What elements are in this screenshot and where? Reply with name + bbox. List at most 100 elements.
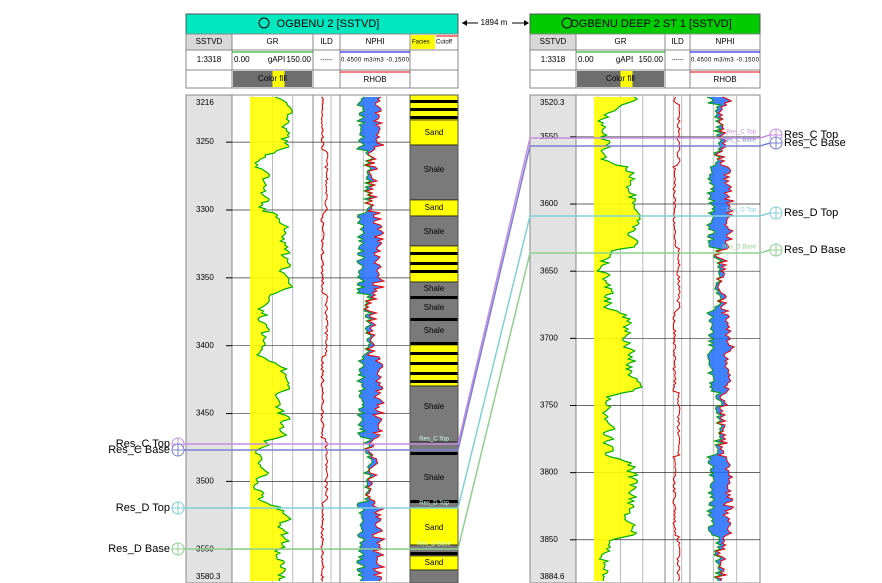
header-depth: SSTVD [540, 37, 567, 46]
header-cutoff: Cutoff [436, 40, 452, 46]
facies-key [411, 35, 435, 49]
marker-facies-label: Res_D Base [417, 542, 451, 548]
marker-cross [770, 207, 782, 219]
marker-track-label: Res_D Base [722, 245, 756, 251]
distance-label: 1894 m [481, 18, 508, 27]
facies-label: Shale [424, 227, 445, 236]
facies-label: Sand [425, 128, 444, 137]
marker-track-label: Res_C Base [722, 138, 756, 144]
facies-stripe [410, 252, 458, 255]
facies-stripe [410, 380, 458, 383]
facies-stripe [410, 296, 458, 299]
header-scale: 1:3318 [541, 55, 566, 64]
facies-frame [409, 94, 459, 583]
facies-label: Sand [425, 558, 444, 567]
marker-cross [172, 444, 184, 456]
nphi-curve [355, 96, 374, 582]
marker-facies-label: Res_D Top [419, 501, 449, 507]
facies-label: Shale [424, 402, 445, 411]
fill-key-yellow [620, 71, 633, 87]
header-cell [664, 69, 691, 89]
header-nphi: NPHI [715, 37, 734, 46]
facies-stripe [410, 500, 458, 503]
correlation-line [172, 249, 771, 550]
marker-label-left: Res_C Top [116, 438, 170, 450]
marker-cross [770, 137, 782, 149]
depth-label: 3550 [540, 132, 558, 141]
marker-cross [770, 244, 782, 256]
marker-label-right: Res_D Top [784, 207, 838, 219]
depth-label: 3300 [196, 205, 214, 214]
arrow-head [462, 20, 467, 26]
depth-label: 3250 [196, 137, 214, 146]
ild-track [664, 94, 691, 583]
facies-block [409, 281, 459, 346]
depth-label: 3600 [540, 199, 558, 208]
well-title: OGBENU DEEP 2 ST 1 [SSTVD] [570, 18, 732, 30]
facies-label: Shale [424, 473, 445, 482]
facies-stripe [410, 452, 458, 455]
header-gr-unit: gAPI [268, 55, 285, 64]
marker-cross [172, 543, 184, 555]
facies-block [409, 344, 459, 387]
header-cell [529, 69, 577, 89]
header-gr: GR [615, 37, 627, 46]
header-gr-unit: gAPI [616, 55, 633, 64]
well-symbol [258, 17, 270, 29]
header-gr-min: 0.00 [234, 55, 250, 64]
marker-label-left: Res_D Base [108, 543, 170, 555]
depth-top-label: 3520.3 [540, 98, 565, 107]
facies-label: Sand [425, 203, 444, 212]
header-ild-scale: ------ [672, 58, 684, 64]
depth-label: 3700 [540, 333, 558, 342]
header-ild-scale: ------ [321, 58, 333, 64]
facies-stripe [410, 552, 458, 555]
depth-label: 3500 [196, 476, 214, 485]
marker-label-right: Res_C Top [784, 129, 838, 141]
facies-block [409, 569, 459, 583]
depth-label: 3400 [196, 341, 214, 350]
header-rhob: RHOB [363, 75, 386, 84]
facies-label: Shale [424, 284, 445, 293]
header-scale: 1:3318 [197, 55, 222, 64]
rhob-curve [363, 96, 387, 582]
depth-track [529, 94, 577, 583]
header-cell [689, 69, 761, 89]
marker-label-left: Res_C Base [108, 444, 170, 456]
marker-facies-label: Res_C Top [419, 437, 449, 443]
facies-label: Shale [424, 303, 445, 312]
depth-label: 3750 [540, 401, 558, 410]
depth-top-label: 3216 [196, 98, 214, 107]
correlation-line [172, 212, 771, 509]
header-gr-max: 150.00 [287, 55, 312, 64]
facies-label: Sand [425, 523, 444, 532]
facies-stripe [410, 270, 458, 273]
header-nphi: NPHI [365, 37, 384, 46]
arrow-head [524, 20, 529, 26]
facies-block [409, 215, 459, 247]
marker-cross [172, 502, 184, 514]
well-symbol [561, 17, 573, 29]
depth-track [185, 94, 233, 583]
marker-label-left: Res_D Top [116, 502, 170, 514]
header-ild: ILD [320, 37, 333, 46]
facies-block [409, 385, 459, 443]
header-cell [312, 69, 341, 89]
facies-label: Shale [424, 165, 445, 174]
marker-label-right: Res_C Base [784, 137, 846, 149]
ild-curve [672, 96, 681, 582]
header-gr-max: 150.00 [639, 55, 664, 64]
header-cell [185, 69, 233, 89]
header-fill: Color fill [258, 74, 287, 83]
facies-stripe [410, 100, 458, 103]
well-title: OGBENU 2 [SSTVD] [277, 18, 380, 30]
depth-label: 3450 [196, 409, 214, 418]
depth-label: 3800 [540, 468, 558, 477]
header-gr: GR [267, 37, 279, 46]
facies-stripe [410, 108, 458, 111]
gr-curve [595, 96, 643, 582]
facies-stripe [410, 362, 458, 365]
header-ild: ILD [671, 37, 684, 46]
facies-stripe [410, 262, 458, 265]
